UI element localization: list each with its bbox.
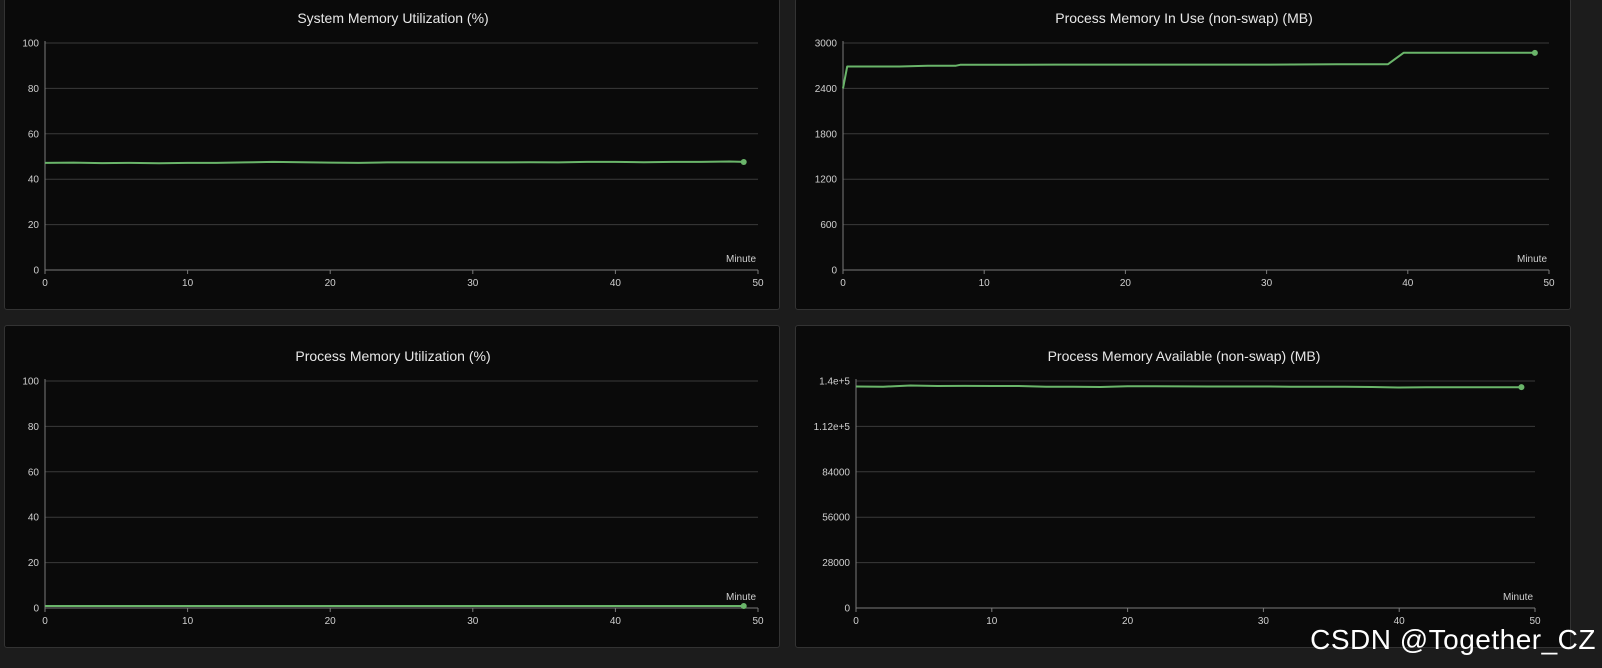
y-tick-label: 28000 bbox=[822, 558, 850, 569]
y-tick-label: 20 bbox=[28, 220, 40, 231]
series-line bbox=[855, 384, 1522, 389]
chart-panel-system-memory: System Memory Utilization (%) 0 20 40 60 80 10… bbox=[4, 0, 780, 310]
chart-process-memory-available: Process Memory Available (non-swap) (MB)… bbox=[814, 348, 1541, 627]
x-tick-label: 50 bbox=[1543, 278, 1555, 289]
y-tick-label: 600 bbox=[820, 220, 837, 231]
x-axis-label: Minute bbox=[1517, 254, 1547, 265]
x-tick-label: 40 bbox=[1402, 278, 1414, 289]
y-tick-label: 2400 bbox=[815, 84, 838, 95]
x-tick-label: 20 bbox=[1122, 616, 1134, 627]
x-tick-label: 10 bbox=[979, 278, 991, 289]
y-tick-label: 100 bbox=[22, 39, 39, 50]
chart-system-memory: System Memory Utilization (%) 0 20 40 60 80 10… bbox=[22, 10, 764, 289]
x-tick-label: 40 bbox=[610, 278, 622, 289]
watermark-text: CSDN @Together_CZ bbox=[1310, 624, 1596, 655]
x-tick-label: 50 bbox=[1529, 616, 1541, 627]
y-tick-label: 100 bbox=[22, 377, 39, 388]
series-line bbox=[842, 51, 1535, 89]
x-tick-label: 10 bbox=[986, 616, 998, 627]
x-tick-label: 30 bbox=[467, 278, 479, 289]
chart-panel-process-memory-in-use: Process Memory In Use (non-swap) (MB) 0 60… bbox=[795, 0, 1571, 310]
chart-title: Process Memory Utilization (%) bbox=[295, 348, 490, 364]
x-axis-label: Minute bbox=[726, 254, 756, 265]
y-tick-label: 3000 bbox=[815, 39, 838, 50]
x-tick-label: 30 bbox=[467, 616, 479, 627]
series-last-point bbox=[740, 158, 747, 165]
y-tick-label: 84000 bbox=[822, 467, 850, 478]
x-axis-label: Minute bbox=[726, 592, 756, 603]
chart-panel-process-memory-available: Process Memory Available (non-swap) (MB)… bbox=[795, 325, 1571, 648]
x-tick-label: 40 bbox=[610, 616, 622, 627]
y-tick-label: 1200 bbox=[815, 175, 838, 186]
x-tick-label: 30 bbox=[1258, 616, 1270, 627]
y-tick-label: 56000 bbox=[822, 513, 850, 524]
y-tick-label: 0 bbox=[33, 266, 39, 277]
series-last-point bbox=[1531, 49, 1538, 56]
y-tick-label: 80 bbox=[28, 422, 40, 433]
x-tick-label: 40 bbox=[1394, 616, 1406, 627]
x-tick-label: 10 bbox=[182, 278, 194, 289]
x-tick-label: 0 bbox=[42, 278, 48, 289]
y-tick-label: 40 bbox=[28, 513, 40, 524]
x-tick-label: 50 bbox=[752, 278, 764, 289]
y-tick-label: 0 bbox=[844, 604, 850, 615]
chart-process-memory-utilization: Process Memory Utilization (%) 0 20 40 60 80 1… bbox=[22, 348, 764, 627]
y-tick-label: 1.4e+5 bbox=[819, 377, 850, 388]
chart-title: Process Memory In Use (non-swap) (MB) bbox=[1055, 10, 1313, 26]
series-last-point bbox=[740, 602, 747, 609]
chart-title: System Memory Utilization (%) bbox=[297, 10, 488, 26]
y-tick-label: 60 bbox=[28, 129, 40, 140]
x-tick-label: 0 bbox=[42, 616, 48, 627]
chart-panel-process-memory-utilization: Process Memory Utilization (%) 0 20 40 60 80 1… bbox=[4, 325, 780, 648]
y-tick-label: 0 bbox=[831, 266, 837, 277]
series-last-point bbox=[1518, 384, 1525, 391]
x-tick-label: 20 bbox=[325, 278, 337, 289]
x-axis-label: Minute bbox=[1503, 592, 1533, 603]
y-tick-label: 0 bbox=[33, 604, 39, 615]
y-tick-label: 80 bbox=[28, 84, 40, 95]
y-tick-label: 60 bbox=[28, 467, 40, 478]
x-tick-label: 0 bbox=[853, 616, 859, 627]
x-tick-label: 0 bbox=[840, 278, 846, 289]
x-tick-label: 20 bbox=[325, 616, 337, 627]
y-tick-label: 1.12e+5 bbox=[814, 422, 851, 433]
x-tick-label: 30 bbox=[1261, 278, 1273, 289]
x-tick-label: 50 bbox=[752, 616, 764, 627]
y-tick-label: 20 bbox=[28, 558, 40, 569]
x-tick-label: 20 bbox=[1120, 278, 1132, 289]
series-line bbox=[44, 160, 744, 165]
x-tick-label: 10 bbox=[182, 616, 194, 627]
y-tick-label: 1800 bbox=[815, 129, 838, 140]
y-tick-label: 40 bbox=[28, 175, 40, 186]
chart-process-memory-in-use: Process Memory In Use (non-swap) (MB) 0 60… bbox=[815, 10, 1555, 289]
chart-title: Process Memory Available (non-swap) (MB) bbox=[1048, 348, 1321, 364]
